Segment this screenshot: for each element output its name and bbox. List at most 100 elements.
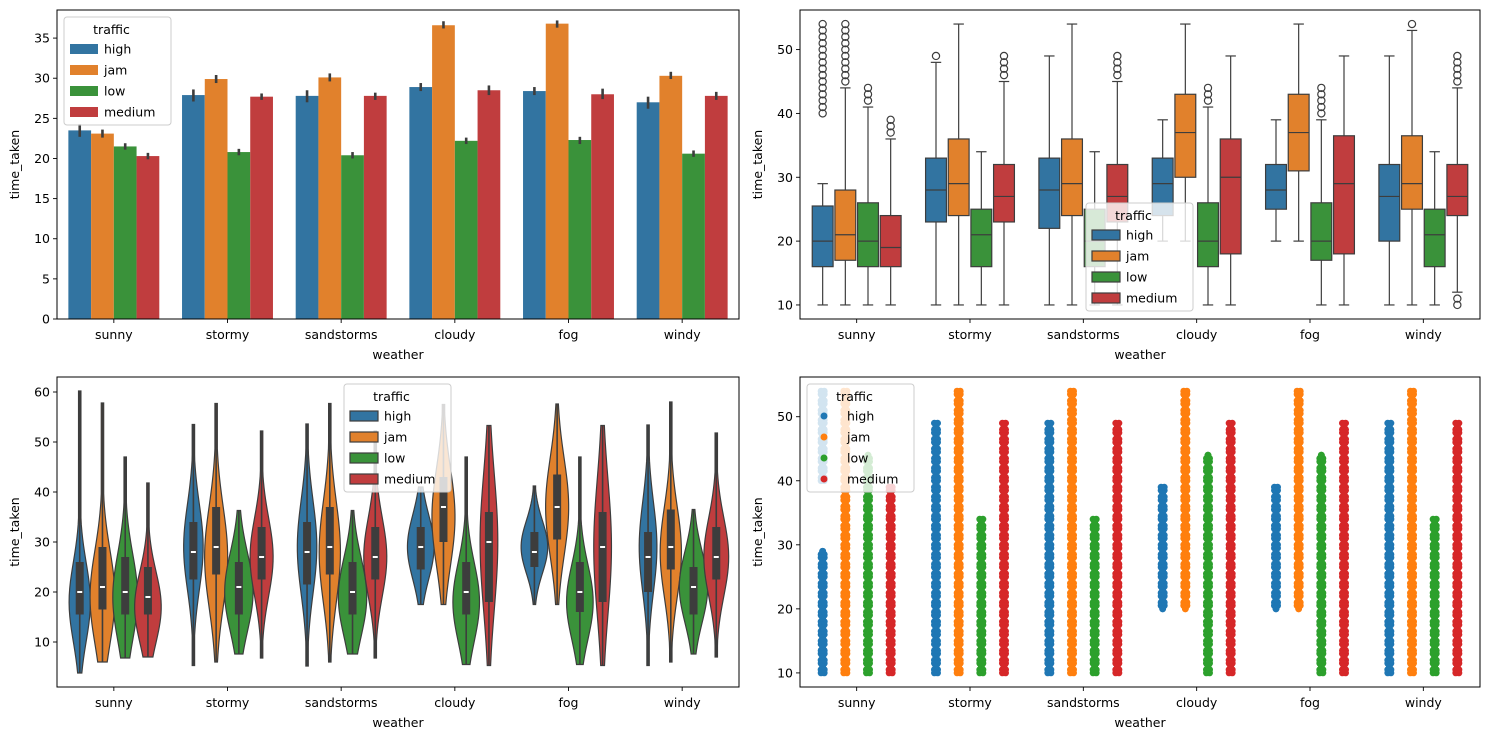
violin-iqr-box <box>439 477 448 542</box>
violin-iqr-box <box>530 532 539 567</box>
y-tick-label: 15 <box>34 191 50 206</box>
y-tick-label: 40 <box>34 485 50 500</box>
outlier-point <box>841 77 850 86</box>
legend-title: traffic <box>373 389 410 404</box>
swarm-point <box>999 419 1006 427</box>
y-tick-label: 50 <box>34 435 50 450</box>
legend-marker-high <box>820 412 828 420</box>
x-axis-label: weather <box>1114 347 1166 362</box>
bar-low-stormy <box>227 152 251 319</box>
swarm-point <box>1384 419 1392 427</box>
outlier-point <box>841 26 850 35</box>
swarm-point <box>1089 515 1097 523</box>
outlier-point <box>1453 58 1462 67</box>
box-iqr <box>1423 208 1446 268</box>
x-tick-label: windy <box>664 695 702 710</box>
legend-label-medium: medium <box>1126 291 1177 306</box>
outlier-point <box>1453 294 1462 303</box>
outlier-point <box>818 77 827 86</box>
box-iqr <box>1038 157 1061 229</box>
violin-iqr-box <box>121 557 130 615</box>
swarm-point <box>1204 451 1212 459</box>
violin-iqr-box <box>234 562 243 615</box>
swarm-medium-stormy <box>999 419 1009 677</box>
violin-iqr-box <box>575 562 584 612</box>
legend-patch-low <box>349 452 379 464</box>
box-iqr <box>1400 135 1424 210</box>
outlier-point <box>841 38 850 48</box>
x-tick-label: fog <box>1300 695 1320 710</box>
box-jam-stormy <box>947 23 970 306</box>
outlier-point <box>1113 51 1122 61</box>
y-tick-label: 50 <box>777 409 793 424</box>
outlier-point <box>818 38 827 48</box>
outlier-point <box>863 83 873 93</box>
swarm-jam-cloudy <box>1180 387 1191 613</box>
legend: traffic high jam low medium <box>806 383 915 493</box>
outlier-point <box>818 45 827 54</box>
bar-high-cloudy <box>409 87 433 319</box>
swarm-low-stormy <box>976 515 987 677</box>
violin-medium-windy <box>703 432 730 658</box>
violin-medium-cloudy <box>479 424 499 667</box>
bar-medium-windy <box>704 95 728 319</box>
bar-low-cloudy <box>454 140 478 319</box>
box-medium-windy <box>1446 51 1469 310</box>
box-iqr <box>1174 93 1197 178</box>
bar-medium-sandstorms <box>363 95 387 319</box>
box-jam-fog <box>1287 23 1310 242</box>
x-tick-label: windy <box>1405 327 1443 342</box>
bar-high-stormy <box>182 95 205 320</box>
swarm-point <box>956 387 964 395</box>
box-medium-stormy <box>992 51 1016 306</box>
swarm-point <box>1317 451 1325 459</box>
violin-iqr-box <box>712 527 721 580</box>
violin-low-windy <box>678 508 709 655</box>
outlier-point <box>1317 102 1326 112</box>
x-tick-label: stormy <box>948 695 992 710</box>
y-axis-label: time_taken <box>750 130 765 199</box>
box-high-sunny <box>811 19 834 306</box>
x-tick-label: fog <box>559 327 579 342</box>
swarm-point <box>1274 483 1281 491</box>
outlier-point <box>818 51 827 61</box>
violin-iqr-box <box>325 507 334 575</box>
outlier-point <box>999 64 1009 73</box>
violin-jam-stormy <box>204 402 229 663</box>
box-iqr <box>1378 163 1401 242</box>
outlier-point <box>818 90 827 99</box>
box-medium-fog <box>1332 55 1356 306</box>
bar-low-windy <box>682 153 705 319</box>
swarm-point <box>1429 515 1437 523</box>
box-iqr <box>879 214 902 268</box>
violin-high-stormy <box>183 423 204 667</box>
outlier-point <box>1113 58 1122 67</box>
legend-patch-medium <box>70 107 98 117</box>
legend-patch-medium <box>349 473 379 485</box>
violin-iqr-box <box>689 567 698 615</box>
outlier-point <box>1317 90 1326 99</box>
swarm-medium-cloudy <box>1225 419 1236 677</box>
swarm-point <box>819 547 827 555</box>
legend-patch-jam <box>1091 250 1121 262</box>
legend-patch-high <box>349 410 379 422</box>
y-tick-label: 25 <box>34 111 50 126</box>
bar-jam-fog <box>545 23 569 319</box>
y-tick-label: 40 <box>777 106 793 121</box>
bar-high-sunny <box>68 130 92 319</box>
swarm-point <box>1452 419 1460 427</box>
violin-iqr-box <box>348 562 357 615</box>
y-axis-label: time_taken <box>7 130 22 199</box>
outlier-point <box>818 102 827 112</box>
violin-jam-windy <box>659 401 683 663</box>
box-medium-cloudy <box>1219 55 1242 306</box>
violin-iqr-box <box>416 527 425 570</box>
outlier-point <box>841 51 850 61</box>
outlier-point <box>818 96 827 105</box>
x-tick-label: sunny <box>95 327 133 342</box>
swarm-point <box>1296 387 1304 395</box>
outlier-point <box>1203 90 1213 99</box>
bar-medium-stormy <box>250 96 273 320</box>
swarm-low-windy <box>1429 515 1440 677</box>
